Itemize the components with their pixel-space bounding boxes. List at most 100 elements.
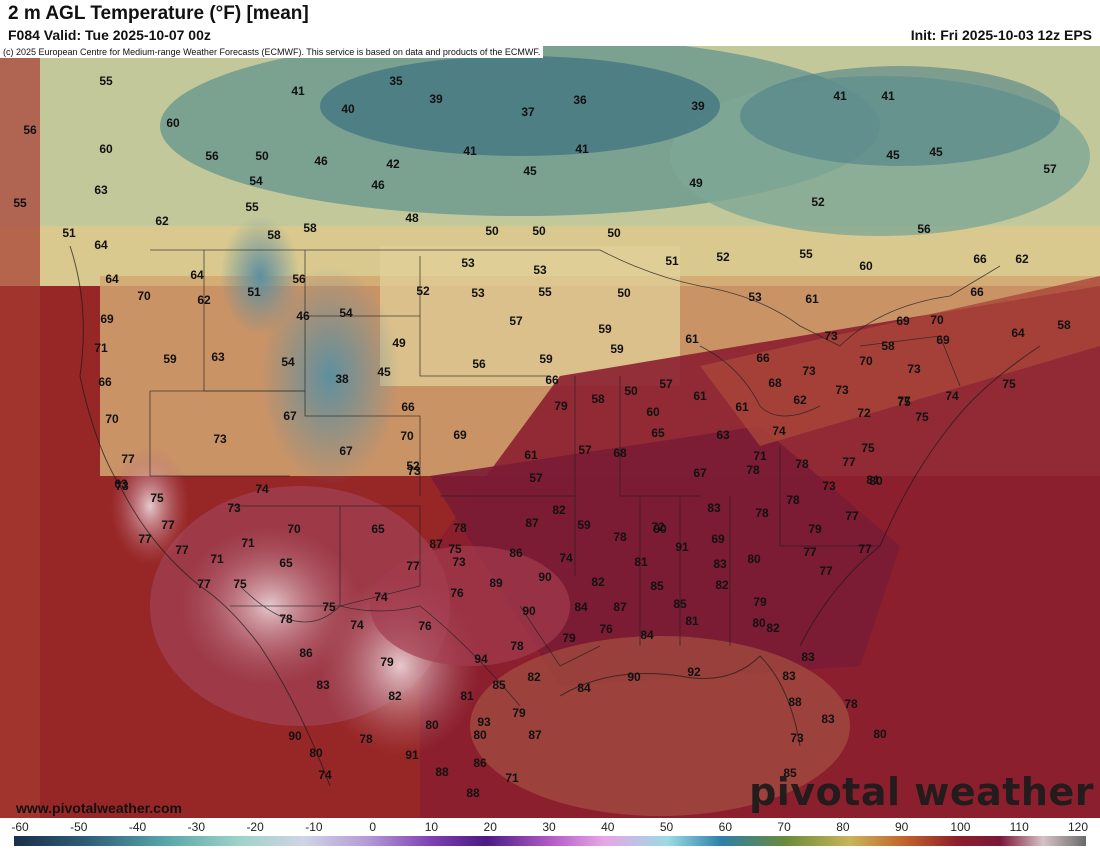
temperature-label: 66 bbox=[545, 373, 559, 387]
legend-colorbar bbox=[14, 836, 1086, 846]
temperature-label: 56 bbox=[472, 357, 486, 371]
temperature-map[interactable]: 55 35 41 40 39 37 36 39 41 41 56 60 56 50 46 42 45 41 41 49… bbox=[0, 46, 1100, 818]
temperature-label: 73 bbox=[835, 383, 849, 397]
temperature-label: 69 bbox=[936, 333, 950, 347]
temperature-label: 75 bbox=[861, 441, 875, 455]
temperature-label: 82 bbox=[527, 670, 541, 684]
temperature-label: 66 bbox=[756, 351, 770, 365]
init-time: Init: Fri 2025-10-03 12z EPS bbox=[910, 27, 1092, 43]
temperature-label: 56 bbox=[292, 272, 306, 286]
temperature-label: 48 bbox=[405, 211, 419, 225]
temperature-label: 80 bbox=[752, 616, 766, 630]
temperature-label: 78 bbox=[359, 732, 373, 746]
temperature-label: 66 bbox=[973, 252, 987, 266]
temperature-label: 66 bbox=[970, 285, 984, 299]
temperature-label: 88 bbox=[788, 695, 802, 709]
temperature-label: 80 bbox=[869, 474, 883, 488]
temperature-label: 77 bbox=[819, 564, 833, 578]
legend-tick-label: 90 bbox=[894, 820, 909, 834]
temperature-label: 73 bbox=[802, 364, 816, 378]
temperature-label: 88 bbox=[435, 765, 449, 779]
temperature-label: 81 bbox=[685, 614, 699, 628]
temperature-label: 37 bbox=[521, 105, 535, 119]
temperature-label: 77 bbox=[845, 509, 859, 523]
temperature-label: 50 bbox=[607, 226, 621, 240]
temperature-label: 71 bbox=[753, 449, 767, 463]
temperature-label: 70 bbox=[287, 522, 301, 536]
temperature-label: 81 bbox=[460, 689, 474, 703]
temperature-label: 41 bbox=[881, 89, 895, 103]
temperature-label: 91 bbox=[675, 540, 689, 554]
temperature-label: 87 bbox=[429, 537, 443, 551]
temperature-label: 57 bbox=[578, 443, 592, 457]
temperature-label: 45 bbox=[929, 145, 943, 159]
temperature-label: 79 bbox=[380, 655, 394, 669]
website-link[interactable]: www.pivotalweather.com bbox=[16, 800, 182, 816]
temperature-label: 67 bbox=[693, 466, 707, 480]
temperature-label: 74 bbox=[945, 389, 959, 403]
temperature-label: 73 bbox=[907, 362, 921, 376]
temperature-label: 85 bbox=[673, 597, 687, 611]
temperature-label: 63 bbox=[94, 183, 108, 197]
temperature-label: 78 bbox=[279, 612, 293, 626]
temperature-label: 75 bbox=[150, 491, 164, 505]
temperature-label: 75 bbox=[448, 542, 462, 556]
temperature-label: 53 bbox=[471, 286, 485, 300]
legend-tick-label: 50 bbox=[659, 820, 674, 834]
legend-tick-label: 70 bbox=[777, 820, 791, 834]
legend-tick-label: -10 bbox=[305, 820, 323, 834]
temperature-label: 66 bbox=[401, 400, 415, 414]
temperature-label: 85 bbox=[492, 678, 506, 692]
temperature-label: 86 bbox=[509, 546, 523, 560]
temperature-label: 39 bbox=[691, 99, 705, 113]
temperature-label: 92 bbox=[687, 665, 701, 679]
temperature-label: 41 bbox=[833, 89, 847, 103]
temperature-label: 46 bbox=[371, 178, 385, 192]
header: 2 m AGL Temperature (°F) [mean] F084 Val… bbox=[0, 0, 1100, 46]
temperature-label: 45 bbox=[377, 365, 391, 379]
legend-tick-label: 110 bbox=[1009, 820, 1029, 834]
temperature-label: 61 bbox=[524, 448, 538, 462]
temperature-label: 74 bbox=[772, 424, 786, 438]
temperature-label: 83 bbox=[713, 557, 727, 571]
temperature-label: 77 bbox=[121, 452, 135, 466]
temperature-label: 80 bbox=[473, 728, 487, 742]
temperature-label: 70 bbox=[400, 429, 414, 443]
temperature-label: 41 bbox=[575, 142, 589, 156]
temperature-label: 54 bbox=[249, 174, 263, 188]
temperature-label: 50 bbox=[485, 224, 499, 238]
temperature-label: 63 bbox=[114, 477, 128, 491]
temperature-label: 85 bbox=[650, 579, 664, 593]
temperature-label: 77 bbox=[197, 577, 211, 591]
temperature-label: 58 bbox=[1057, 318, 1071, 332]
temperature-label: 90 bbox=[522, 604, 536, 618]
temperature-label: 56 bbox=[23, 123, 37, 137]
temperature-label: 77 bbox=[897, 394, 911, 408]
temperature-label: 91 bbox=[405, 748, 419, 762]
temperature-label: 73 bbox=[824, 329, 838, 343]
temperature-label: 80 bbox=[425, 718, 439, 732]
temperature-label: 66 bbox=[98, 375, 112, 389]
map-canvas bbox=[0, 46, 1100, 818]
temperature-label: 52 bbox=[716, 250, 730, 264]
temperature-label: 77 bbox=[858, 542, 872, 556]
temperature-label: 36 bbox=[573, 93, 587, 107]
temperature-label: 82 bbox=[591, 575, 605, 589]
temperature-label: 74 bbox=[255, 482, 269, 496]
temperature-label: 88 bbox=[466, 786, 480, 800]
temperature-label: 77 bbox=[406, 559, 420, 573]
temperature-label: 78 bbox=[786, 493, 800, 507]
temperature-label: 73 bbox=[115, 479, 129, 493]
temperature-label: 68 bbox=[613, 446, 627, 460]
temperature-label: 62 bbox=[1015, 252, 1029, 266]
temperature-label: 67 bbox=[339, 444, 353, 458]
temperature-label: 71 bbox=[94, 341, 108, 355]
temperature-label: 79 bbox=[753, 595, 767, 609]
temperature-label: 60 bbox=[166, 116, 180, 130]
temperature-label: 74 bbox=[350, 618, 364, 632]
temperature-label: 60 bbox=[646, 405, 660, 419]
temperature-label: 78 bbox=[795, 457, 809, 471]
temperature-label: 50 bbox=[624, 384, 638, 398]
temperature-label: 71 bbox=[505, 771, 519, 785]
